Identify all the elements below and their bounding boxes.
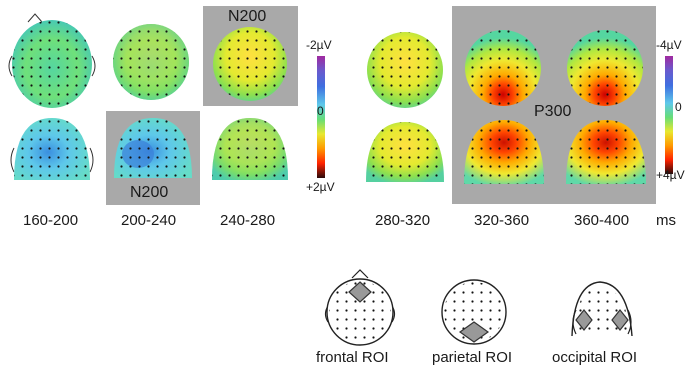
roi-occipital-diagram xyxy=(571,281,633,337)
colorbar-right-top-label: -4µV xyxy=(656,38,682,52)
colorbar-right-bottom-label: +4µV xyxy=(656,168,685,182)
colorbar-left-top-label: -2µV xyxy=(306,38,332,52)
time-window-label: 280-320 xyxy=(375,212,431,229)
time-window-label: 160-200 xyxy=(23,212,79,229)
map-160-200-bottom xyxy=(10,118,94,180)
map-200-240-bottom xyxy=(114,118,192,178)
n200-label-bottom: N200 xyxy=(130,184,169,201)
time-window-label: 240-280 xyxy=(220,212,276,229)
map-240-280-top xyxy=(213,27,287,101)
map-320-360-bottom xyxy=(464,120,544,184)
roi-label-occipital: occipital ROI xyxy=(552,349,638,366)
map-360-400-top xyxy=(567,30,643,106)
time-window-label: 200-240 xyxy=(121,212,177,229)
map-280-320-bottom xyxy=(366,122,444,182)
time-window-label: 360-400 xyxy=(574,212,630,229)
colorbar-left-zero-label: 0 xyxy=(317,104,324,118)
p300-label: P300 xyxy=(534,103,572,120)
time-unit-label: ms xyxy=(656,212,676,229)
colorbar-right-zero-label: 0 xyxy=(675,100,682,114)
roi-label-frontal: frontal ROI xyxy=(316,349,389,366)
roi-label-parietal: parietal ROI xyxy=(432,349,513,366)
map-320-360-top xyxy=(465,30,541,106)
map-240-280-bottom xyxy=(212,118,288,180)
colorbar-left-bottom-label: +2µV xyxy=(306,180,335,194)
n200-label-top: N200 xyxy=(228,8,267,25)
roi-frontal-diagram xyxy=(324,269,396,346)
colorbar-left xyxy=(317,56,325,178)
map-360-400-bottom xyxy=(566,120,646,184)
map-200-240-top xyxy=(113,24,189,100)
time-window-label: 320-360 xyxy=(474,212,530,229)
colorbar-right xyxy=(665,56,673,174)
map-280-320-top xyxy=(367,32,443,108)
roi-parietal-diagram xyxy=(441,279,507,345)
map-160-200-top xyxy=(8,13,96,108)
